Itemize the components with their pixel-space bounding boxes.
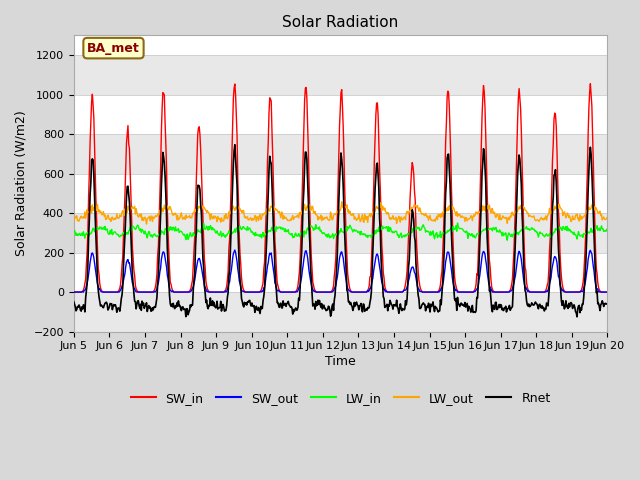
Rnet [422,308,429,313]
Rnet [604,301,611,307]
SW_in [79,287,87,293]
SW_in [604,289,611,295]
LW_out [134,214,142,220]
LW_in [217,228,225,234]
LW_out [189,210,197,216]
LW_out [604,216,611,222]
Rnet [573,314,581,320]
SW_in [70,289,77,295]
SW_out [70,289,77,295]
Rnet [70,299,77,305]
SW_in [217,289,225,295]
Rnet [134,298,142,304]
Line: Rnet: Rnet [74,144,607,317]
Rnet [217,299,225,304]
Bar [74,213,607,252]
SW_out [217,289,225,295]
SW_out [79,289,87,295]
Bar [74,134,607,174]
Line: LW_in: LW_in [74,223,607,240]
LW_in [454,220,461,226]
SW_in [586,81,594,86]
Bar [74,292,607,332]
Title: Solar Radiation: Solar Radiation [282,15,399,30]
Rnet [231,142,239,147]
X-axis label: Time: Time [325,356,356,369]
LW_in [189,233,196,239]
SW_out [189,285,196,291]
SW_out [604,289,611,295]
LW_in [504,237,511,243]
LW_in [421,225,429,231]
SW_in [421,289,429,295]
LW_in [405,231,413,237]
SW_out [134,289,142,295]
LW_in [604,228,611,234]
SW_out [422,289,429,295]
LW_in [134,223,142,228]
Y-axis label: Solar Radiation (W/m2): Solar Radiation (W/m2) [15,110,28,256]
Rnet [406,238,414,243]
LW_in [70,228,77,234]
LW_out [407,205,415,211]
Rnet [79,302,87,308]
Bar [74,55,607,95]
LW_in [79,229,87,235]
SW_out [406,271,414,276]
Text: BA_met: BA_met [87,42,140,55]
LW_out [338,199,346,204]
LW_out [79,214,87,219]
SW_out [231,247,239,253]
LW_out [70,218,77,224]
LW_out [143,221,150,227]
LW_out [422,212,430,218]
Line: SW_out: SW_out [74,250,607,292]
SW_in [405,220,413,226]
LW_out [218,215,225,221]
Line: SW_in: SW_in [74,84,607,292]
SW_in [134,289,142,295]
Line: LW_out: LW_out [74,202,607,224]
SW_in [189,277,196,283]
Legend: SW_in, SW_out, LW_in, LW_out, Rnet: SW_in, SW_out, LW_in, LW_out, Rnet [125,387,556,410]
Rnet [189,302,196,308]
